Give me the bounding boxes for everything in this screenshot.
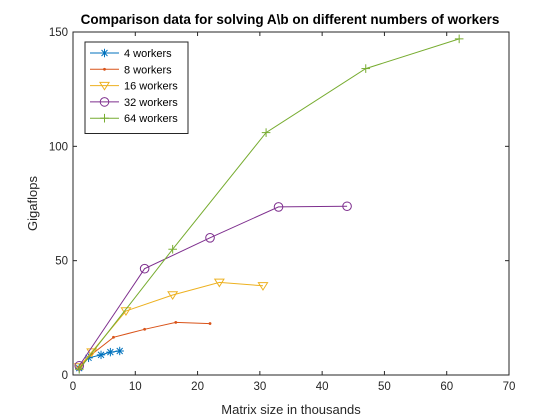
x-tick-label: 50 bbox=[378, 381, 391, 393]
data-point bbox=[208, 322, 212, 325]
legend-marker bbox=[100, 48, 109, 58]
axis-ticks: 0 10 20 30 40 50 60 70 0 50 100 150 bbox=[49, 27, 516, 393]
legend-item: 16 workers bbox=[90, 81, 178, 93]
data-point bbox=[273, 202, 284, 212]
x-tick-label: 20 bbox=[191, 381, 204, 393]
data-point bbox=[96, 350, 106, 360]
data-point bbox=[139, 263, 150, 274]
x-tick-label: 0 bbox=[70, 381, 76, 393]
data-point bbox=[174, 321, 178, 324]
data-point bbox=[86, 348, 98, 358]
series-line bbox=[78, 281, 264, 368]
data-point bbox=[74, 364, 84, 374]
data-point bbox=[361, 64, 371, 73]
series-3 bbox=[74, 201, 352, 371]
series-4 bbox=[74, 34, 464, 374]
data-point bbox=[167, 291, 179, 301]
x-tick-label: 70 bbox=[503, 381, 516, 393]
legend-label: 16 workers bbox=[124, 81, 178, 93]
legend-label: 8 workers bbox=[124, 64, 172, 76]
data-point bbox=[73, 363, 85, 373]
legend-marker bbox=[100, 113, 109, 123]
legend-item: 4 workers bbox=[90, 48, 172, 60]
y-tick-label: 50 bbox=[55, 256, 68, 268]
y-axis-label: Gigaflops bbox=[25, 176, 40, 231]
series-2 bbox=[73, 278, 269, 373]
data-point bbox=[106, 347, 115, 357]
x-tick-label: 40 bbox=[316, 381, 329, 393]
x-axis-label: Matrix size in thousands bbox=[221, 402, 361, 417]
legend: 4 workers 8 workers 16 workers 32 workers 64… bbox=[84, 41, 189, 134]
data-point bbox=[261, 128, 271, 137]
y-tick-label: 0 bbox=[62, 370, 68, 382]
series-line bbox=[78, 205, 348, 367]
y-tick-label: 150 bbox=[49, 27, 68, 39]
data-point bbox=[143, 327, 147, 331]
x-tick-label: 30 bbox=[253, 381, 266, 393]
x-tick-label: 10 bbox=[129, 381, 142, 393]
legend-marker bbox=[99, 97, 110, 107]
data-point bbox=[342, 201, 352, 212]
data-point bbox=[168, 244, 177, 254]
legend-item: 64 workers bbox=[90, 113, 178, 125]
y-tick-label: 100 bbox=[49, 141, 68, 153]
legend-marker bbox=[98, 81, 111, 91]
legend-label: 4 workers bbox=[124, 48, 172, 60]
data-point bbox=[115, 346, 124, 356]
legend-item: 8 workers bbox=[90, 64, 172, 76]
series-layer bbox=[73, 34, 464, 374]
data-point bbox=[213, 278, 225, 288]
legend-item: 32 workers bbox=[90, 97, 178, 109]
chart-title: Comparison data for solving A\b on diffe… bbox=[81, 12, 500, 27]
legend-label: 64 workers bbox=[124, 113, 178, 125]
data-point bbox=[454, 34, 464, 44]
data-point bbox=[205, 233, 215, 243]
legend-label: 32 workers bbox=[124, 97, 178, 109]
legend-marker bbox=[103, 67, 106, 71]
data-point bbox=[112, 335, 115, 339]
data-point bbox=[257, 282, 269, 291]
x-tick-label: 60 bbox=[440, 381, 453, 393]
